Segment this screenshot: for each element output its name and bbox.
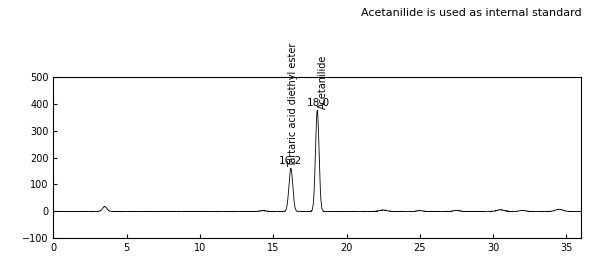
Text: 16.2: 16.2 <box>279 156 302 166</box>
Text: Tartaric acid diethyl ester: Tartaric acid diethyl ester <box>288 42 298 167</box>
Text: 18.0: 18.0 <box>307 98 330 108</box>
Text: Acetanilide is used as internal standard: Acetanilide is used as internal standard <box>361 8 581 18</box>
Text: Acetanilide: Acetanilide <box>318 55 328 109</box>
